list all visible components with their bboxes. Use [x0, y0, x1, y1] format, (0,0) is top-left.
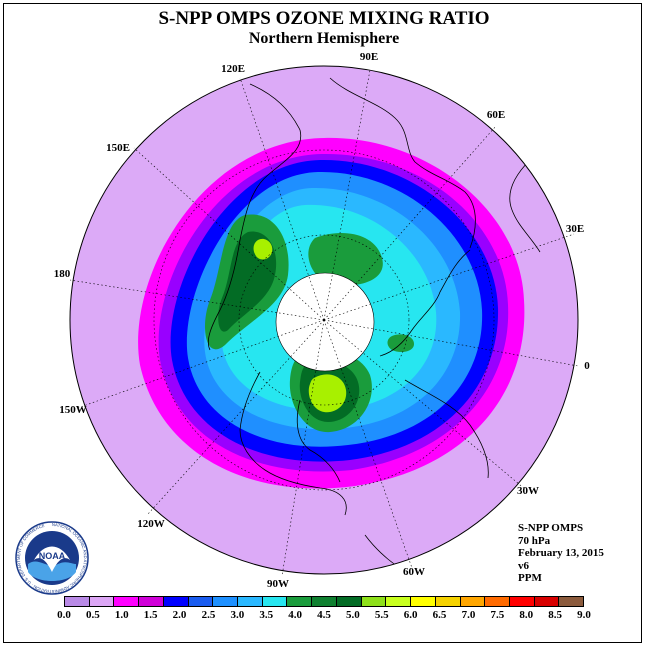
color-scale-tick-label: 1.5	[143, 609, 158, 621]
longitude-label-180: 180	[53, 268, 71, 280]
color-scale-tick-label: 3.5	[259, 609, 274, 621]
color-scale-swatch	[238, 597, 263, 606]
color-scale-swatch	[559, 597, 584, 606]
noaa-logo-text: NOAA	[39, 551, 66, 561]
map-subtitle: Northern Hemisphere	[248, 30, 400, 47]
longitude-label-90e: 90E	[359, 51, 379, 63]
color-scale-swatch	[386, 597, 412, 606]
color-scale-tick-label: 8.5	[548, 609, 562, 621]
color-scale-swatch	[114, 597, 140, 606]
color-scale-swatch	[65, 597, 90, 606]
color-scale-tick-label: 2.0	[172, 609, 187, 621]
longitude-label-30w: 30W	[517, 485, 539, 497]
color-scale-tick-label: 6.0	[403, 609, 418, 621]
color-scale-tick-label: 6.5	[432, 609, 447, 621]
longitude-label-120e: 120E	[221, 63, 245, 75]
graticule	[69, 69, 579, 577]
longitude-label-150w: 150W	[59, 404, 87, 416]
product-info: S-NPP OMPS 70 hPa February 13, 2015 v6 P…	[518, 522, 604, 585]
color-scale-tick-label: 5.0	[346, 609, 360, 621]
noaa-logo: NOAA NATIONAL OCEANIC AND ATMOSPHERIC AD…	[15, 521, 89, 595]
contour-lime-west	[253, 238, 273, 260]
color-scale-tick-label: 9.0	[577, 609, 591, 621]
color-scale-bar	[64, 596, 584, 607]
polar-no-data-disk	[275, 272, 375, 372]
color-scale-swatch	[460, 597, 486, 606]
longitude-label-150e: 150E	[106, 142, 130, 154]
color-scale-swatch	[163, 597, 189, 606]
info-version: v6	[518, 559, 529, 572]
info-instrument: S-NPP OMPS	[518, 522, 584, 534]
longitude-label-120w: 120W	[137, 518, 165, 530]
color-scale-ticks: 0.0 0.5 1.0 1.5 2.0 2.5 3.0 3.5 4.0 4.5 5.0 5.5 6.0 6…	[57, 609, 591, 623]
color-scale-swatch	[262, 597, 288, 606]
color-scale-tick-label: 2.5	[201, 609, 216, 621]
color-scale-tick-label: 8.0	[519, 609, 534, 621]
color-scale-tick-label: 0.5	[86, 609, 100, 621]
color-scale-tick-label: 4.5	[317, 609, 331, 621]
longitude-label-60e: 60E	[486, 109, 506, 121]
color-scale-swatch	[534, 597, 560, 606]
info-level: 70 hPa	[518, 534, 551, 547]
color-scale-swatch	[89, 597, 115, 606]
longitude-label-0: 0	[584, 360, 590, 372]
color-scale-tick-label: 5.5	[374, 609, 389, 621]
info-date: February 13, 2015	[518, 547, 604, 559]
color-scale-swatch	[411, 597, 436, 606]
color-scale-swatch	[485, 597, 510, 606]
color-scale-swatch	[435, 597, 461, 606]
color-scale-tick-label: 7.5	[490, 609, 505, 621]
color-scale-swatch	[287, 597, 313, 606]
color-scale-tick-label: 1.0	[114, 609, 129, 621]
color-scale-swatch	[139, 597, 164, 606]
color-scale-swatch	[213, 597, 239, 606]
contour-lime-america	[308, 374, 347, 413]
color-scale-swatch	[188, 597, 214, 606]
map-title: S-NPP OMPS OZONE MIXING RATIO	[158, 8, 490, 29]
color-scale-swatch	[361, 597, 387, 606]
color-scale-tick-label: 0.0	[57, 609, 71, 621]
info-unit: PPM	[518, 572, 542, 584]
color-scale-swatch	[312, 597, 337, 606]
color-scale-tick-label: 3.0	[230, 609, 245, 621]
color-scale-swatch	[336, 597, 362, 606]
figure-border	[3, 3, 642, 643]
color-scale-tick-label: 7.0	[461, 609, 476, 621]
longitude-label-60w: 60W	[403, 566, 425, 578]
longitude-label-90w: 90W	[267, 578, 289, 590]
color-scale-swatch	[509, 597, 535, 606]
contour-green-north	[308, 232, 383, 286]
longitude-label-30e: 30E	[565, 223, 585, 235]
color-scale-tick-label: 4.0	[288, 609, 302, 621]
